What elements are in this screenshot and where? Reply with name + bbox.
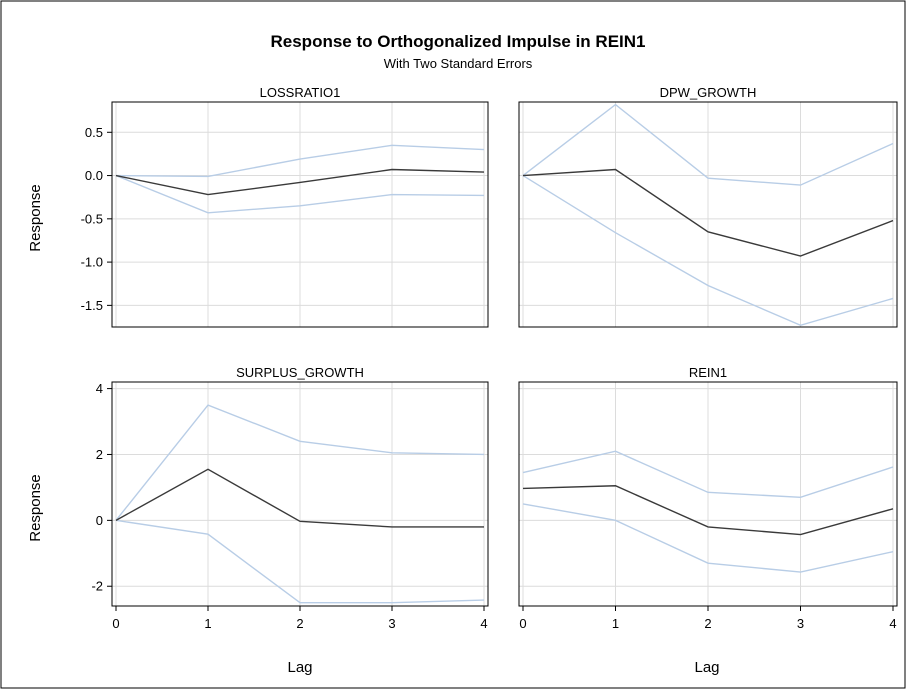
- chart-title: Response to Orthogonalized Impulse in RE…: [271, 32, 646, 51]
- x-axis-label-left: Lag: [287, 659, 312, 676]
- y-tick-label: -0.5: [81, 211, 103, 226]
- confidence-bound-line: [115, 519, 485, 604]
- confidence-bound-line: [115, 404, 485, 521]
- panel-dpw-growth: DPW_GROWTH: [518, 85, 898, 328]
- panel-lossratio1: LOSSRATIO1 0.5 0.0 -0.5 -1.0 -1.5: [81, 85, 489, 328]
- x-tick-label: 0: [112, 616, 119, 631]
- x-axis-label-right: Lag: [694, 659, 719, 676]
- panel-title: SURPLUS_GROWTH: [236, 365, 364, 380]
- panel-title: DPW_GROWTH: [660, 85, 757, 100]
- panel-rein1: REIN1 0 1 2 3 4: [518, 365, 898, 631]
- y-axis-label-top: Response: [27, 184, 44, 252]
- x-tick-label: 2: [296, 616, 303, 631]
- confidence-bound-line: [522, 174, 894, 327]
- confidence-bound-line: [522, 450, 894, 499]
- confidence-bound-line: [115, 144, 485, 178]
- x-tick-label: 1: [204, 616, 211, 631]
- response-line: [522, 168, 894, 257]
- panel-frame: [518, 101, 898, 328]
- x-tick-label: 4: [889, 616, 896, 631]
- y-tick-label: 0: [96, 513, 103, 528]
- confidence-bound-line: [522, 103, 894, 186]
- response-line: [522, 485, 894, 536]
- confidence-bound-line: [115, 174, 485, 214]
- y-tick-label: 0.0: [85, 168, 103, 183]
- panel-title: LOSSRATIO1: [260, 85, 341, 100]
- panel-frame: [111, 101, 489, 328]
- x-tick-label: 3: [797, 616, 804, 631]
- y-tick-label: -1.0: [81, 255, 103, 270]
- x-tick-label: 1: [612, 616, 619, 631]
- x-tick-label: 3: [388, 616, 395, 631]
- panel-surplus-growth: SURPLUS_GROWTH 4 2 0 -2 0 1 2 3 4: [91, 365, 489, 631]
- panel-title: REIN1: [689, 365, 727, 380]
- x-tick-label: 2: [704, 616, 711, 631]
- response-line: [115, 468, 484, 528]
- x-tick-label: 4: [480, 616, 487, 631]
- y-tick-label: 0.5: [85, 125, 103, 140]
- y-tick-label: -1.5: [81, 298, 103, 313]
- y-tick-label: 2: [96, 447, 103, 462]
- chart-subtitle: With Two Standard Errors: [384, 56, 533, 71]
- y-tick-label: 4: [96, 381, 103, 396]
- x-tick-label: 0: [519, 616, 526, 631]
- response-line: [115, 168, 485, 196]
- y-tick-label: -2: [91, 579, 103, 594]
- y-axis-label-bottom: Response: [27, 474, 44, 542]
- confidence-bound-line: [522, 503, 894, 573]
